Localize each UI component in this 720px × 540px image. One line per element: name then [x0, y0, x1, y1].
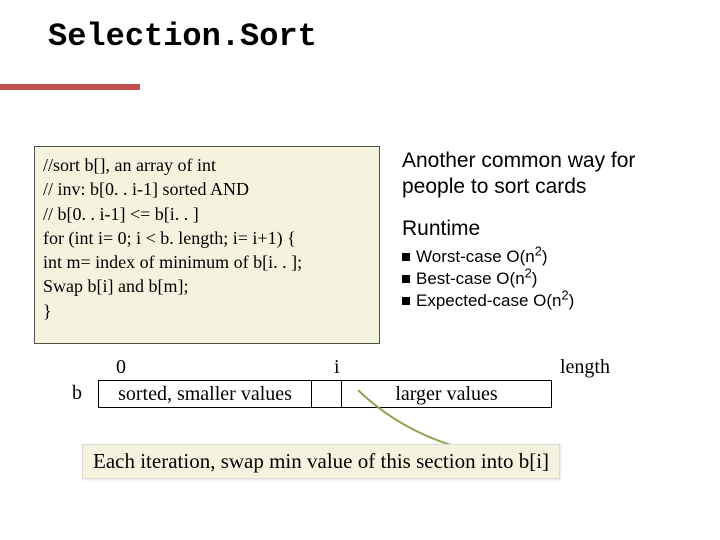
array-label-b: b — [72, 382, 82, 405]
code-line: for (int i= 0; i < b. length; i= i+1) { — [43, 226, 371, 250]
right-column: Another common way for people to sort ca… — [402, 148, 692, 311]
cell-larger: larger values — [342, 380, 552, 408]
runtime-heading: Runtime — [402, 217, 692, 241]
code-line: // inv: b[0. . i-1] sorted AND — [43, 177, 371, 201]
bullet-icon — [402, 275, 410, 283]
cell-sorted: sorted, smaller values — [98, 380, 312, 408]
page-title: Selection.Sort — [48, 18, 317, 55]
bullet-best: Best-case O(n2) — [402, 269, 692, 289]
code-line: } — [43, 299, 371, 323]
code-line: //sort b[], an array of int — [43, 153, 371, 177]
code-line: Swap b[i] and b[m]; — [43, 274, 371, 298]
bullet-icon — [402, 297, 410, 305]
cell-gap — [312, 380, 342, 408]
code-line: // b[0. . i-1] <= b[i. . ] — [43, 202, 371, 226]
index-label-0: 0 — [116, 356, 126, 379]
accent-line — [0, 84, 140, 90]
code-block: //sort b[], an array of int // inv: b[0.… — [34, 146, 380, 344]
runtime-bullets: Worst-case O(n2) Best-case O(n2) Expecte… — [402, 247, 692, 311]
array-boxes: sorted, smaller values larger values — [98, 380, 552, 408]
index-label-length: length — [560, 356, 610, 379]
description: Another common way for people to sort ca… — [402, 148, 692, 201]
bullet-worst: Worst-case O(n2) — [402, 247, 692, 267]
caption: Each iteration, swap min value of this s… — [82, 444, 560, 479]
index-label-i: i — [334, 356, 340, 379]
code-line: int m= index of minimum of b[i. . ]; — [43, 250, 371, 274]
bullet-expected: Expected-case O(n2) — [402, 291, 692, 311]
bullet-icon — [402, 253, 410, 261]
